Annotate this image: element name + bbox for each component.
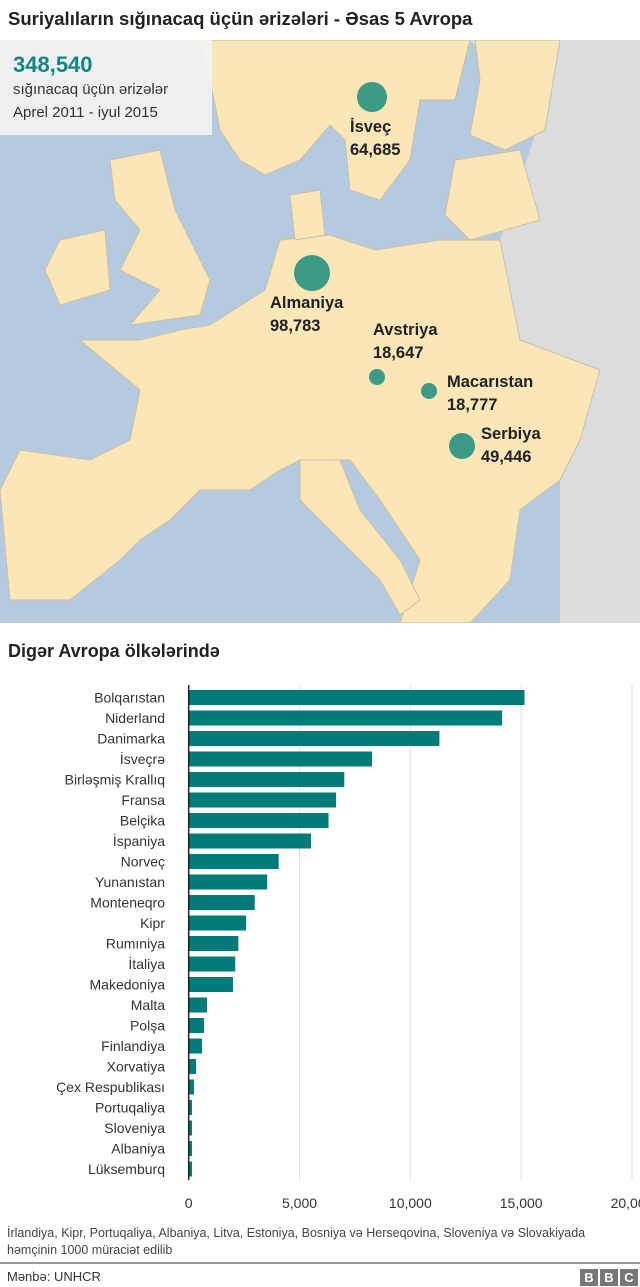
country-value: 18,647: [373, 344, 424, 362]
bar: [188, 1141, 193, 1156]
europe-map: [0, 40, 640, 623]
category-label: İsveçrə: [120, 750, 165, 767]
non-eu-east: [470, 40, 640, 623]
bar: [188, 1120, 193, 1136]
country-name: Serbiya: [481, 425, 541, 443]
source: Mənbə: UNHCR: [7, 1269, 101, 1284]
x-tick-label: 5,000: [282, 1195, 317, 1211]
bar: [188, 833, 312, 849]
bar-chart: 0 5,000 10,000 15,000 20,000 Bolqarıstan Nider…: [56, 685, 640, 1211]
divider: [0, 1262, 640, 1264]
land-denmark: [289, 189, 326, 241]
country-name: Almaniya: [270, 294, 344, 312]
x-tick-label: 0: [185, 1195, 193, 1211]
category-label: Fransa: [121, 792, 165, 808]
total-summary-box: 348,540 sığınacaq üçün ərizələr Aprel 20…: [0, 40, 212, 135]
marker-2: [369, 369, 385, 385]
category-label: Lüksemburq: [88, 1161, 165, 1177]
marker-3: [421, 383, 437, 399]
country-value: 98,783: [270, 317, 321, 335]
category-label: Polşa: [130, 1018, 165, 1034]
bar: [188, 854, 279, 869]
marker-1: [293, 254, 331, 292]
country-value: 18,777: [447, 396, 498, 414]
period-label: Aprel 2011 - iyul 2015: [13, 104, 158, 121]
x-tick-label: 20,000: [611, 1195, 640, 1211]
land-ireland: [44, 229, 111, 306]
category-label: İspaniya: [113, 832, 165, 849]
marker-4: [449, 433, 475, 459]
bar: [188, 1079, 195, 1095]
total-value: 348,540: [13, 52, 93, 77]
bar: [188, 1038, 202, 1054]
bar: [188, 997, 208, 1013]
category-label: Monteneqro: [90, 895, 165, 911]
marker-label: Serbiya 49,446: [481, 423, 541, 469]
bar: [188, 731, 440, 746]
total-label: sığınacaq üçün ərizələr: [13, 81, 169, 98]
bar: [188, 1100, 193, 1115]
marker-label: Avstriya 18,647: [373, 319, 438, 365]
category-label: Makedoniya: [90, 977, 166, 993]
x-tick-label: 10,000: [389, 1195, 432, 1211]
category-label: Xorvatiya: [107, 1059, 166, 1075]
bar: [188, 751, 373, 767]
category-label: Rumıniya: [106, 936, 165, 952]
category-label: Birləşmiş Krallıq: [65, 772, 165, 788]
bar: [188, 690, 525, 705]
category-label: Yunanıstan: [95, 874, 165, 890]
bar: [188, 1161, 193, 1177]
country-name: İsveç: [350, 118, 392, 136]
bar: [188, 772, 345, 787]
country-value: 64,685: [350, 141, 401, 159]
category-label: Kipr: [140, 915, 165, 931]
country-name: Macarıstan: [447, 373, 534, 391]
category-label: Bolqarıstan: [94, 690, 165, 706]
land-italy: [299, 459, 421, 616]
category-label: Çex Respublikası: [56, 1079, 165, 1095]
bar: [188, 1059, 197, 1074]
category-label: İtaliya: [128, 955, 165, 972]
marker-label: İsveç 64,685: [350, 116, 400, 162]
land-scandinavia: [199, 40, 471, 201]
category-label: Norveç: [121, 854, 165, 870]
bar: [188, 792, 337, 808]
land-baltics: [444, 149, 541, 241]
bar: [188, 936, 239, 951]
category-label: Danimarka: [97, 731, 165, 747]
marker-0: [357, 82, 387, 112]
x-tick-label: 15,000: [500, 1195, 543, 1211]
footnote: İrlandiya, Kipr, Portuqaliya, Albaniya, …: [7, 1226, 586, 1257]
category-label: Belçika: [120, 813, 165, 829]
marker-label: Almaniya 98,783: [270, 292, 343, 338]
category-label: Albaniya: [111, 1141, 165, 1157]
bar: [188, 915, 247, 931]
land-finland: [469, 40, 561, 151]
bar: [188, 710, 503, 726]
marker-label: Macarıstan 18,777: [447, 371, 533, 417]
category-label: Finlandiya: [101, 1038, 165, 1054]
bar: [188, 1018, 204, 1033]
chart-title: Suriyalıların sığınacaq üçün ərizələri -…: [8, 8, 473, 29]
bar: [188, 977, 234, 992]
bar: [188, 895, 255, 910]
country-value: 49,446: [481, 448, 532, 466]
land-uk: [109, 149, 211, 326]
category-label: Portuqaliya: [95, 1100, 165, 1116]
category-label: Sloveniya: [104, 1120, 165, 1136]
bar: [188, 874, 268, 890]
category-label: Malta: [131, 997, 165, 1013]
category-label: Niderland: [105, 710, 165, 726]
section-title: Digər Avropa ölkələrində: [8, 641, 220, 661]
bar: [188, 813, 329, 828]
bar: [188, 956, 236, 972]
country-name: Avstriya: [373, 321, 438, 339]
